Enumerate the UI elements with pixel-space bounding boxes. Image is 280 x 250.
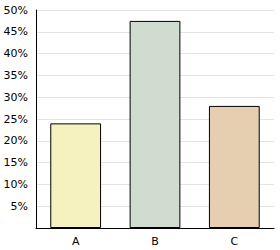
svg-text:B: B <box>151 235 159 248</box>
svg-text:45%: 45% <box>4 25 28 38</box>
svg-text:20%: 20% <box>4 134 28 147</box>
svg-text:25%: 25% <box>4 113 28 126</box>
svg-text:40%: 40% <box>4 47 28 60</box>
svg-text:35%: 35% <box>4 69 28 82</box>
svg-text:5%: 5% <box>11 200 28 213</box>
svg-text:C: C <box>230 235 238 248</box>
svg-text:10%: 10% <box>4 178 28 191</box>
svg-text:A: A <box>72 235 80 248</box>
svg-text:15%: 15% <box>4 156 28 169</box>
svg-text:30%: 30% <box>4 91 28 104</box>
svg-text:50%: 50% <box>4 4 28 17</box>
